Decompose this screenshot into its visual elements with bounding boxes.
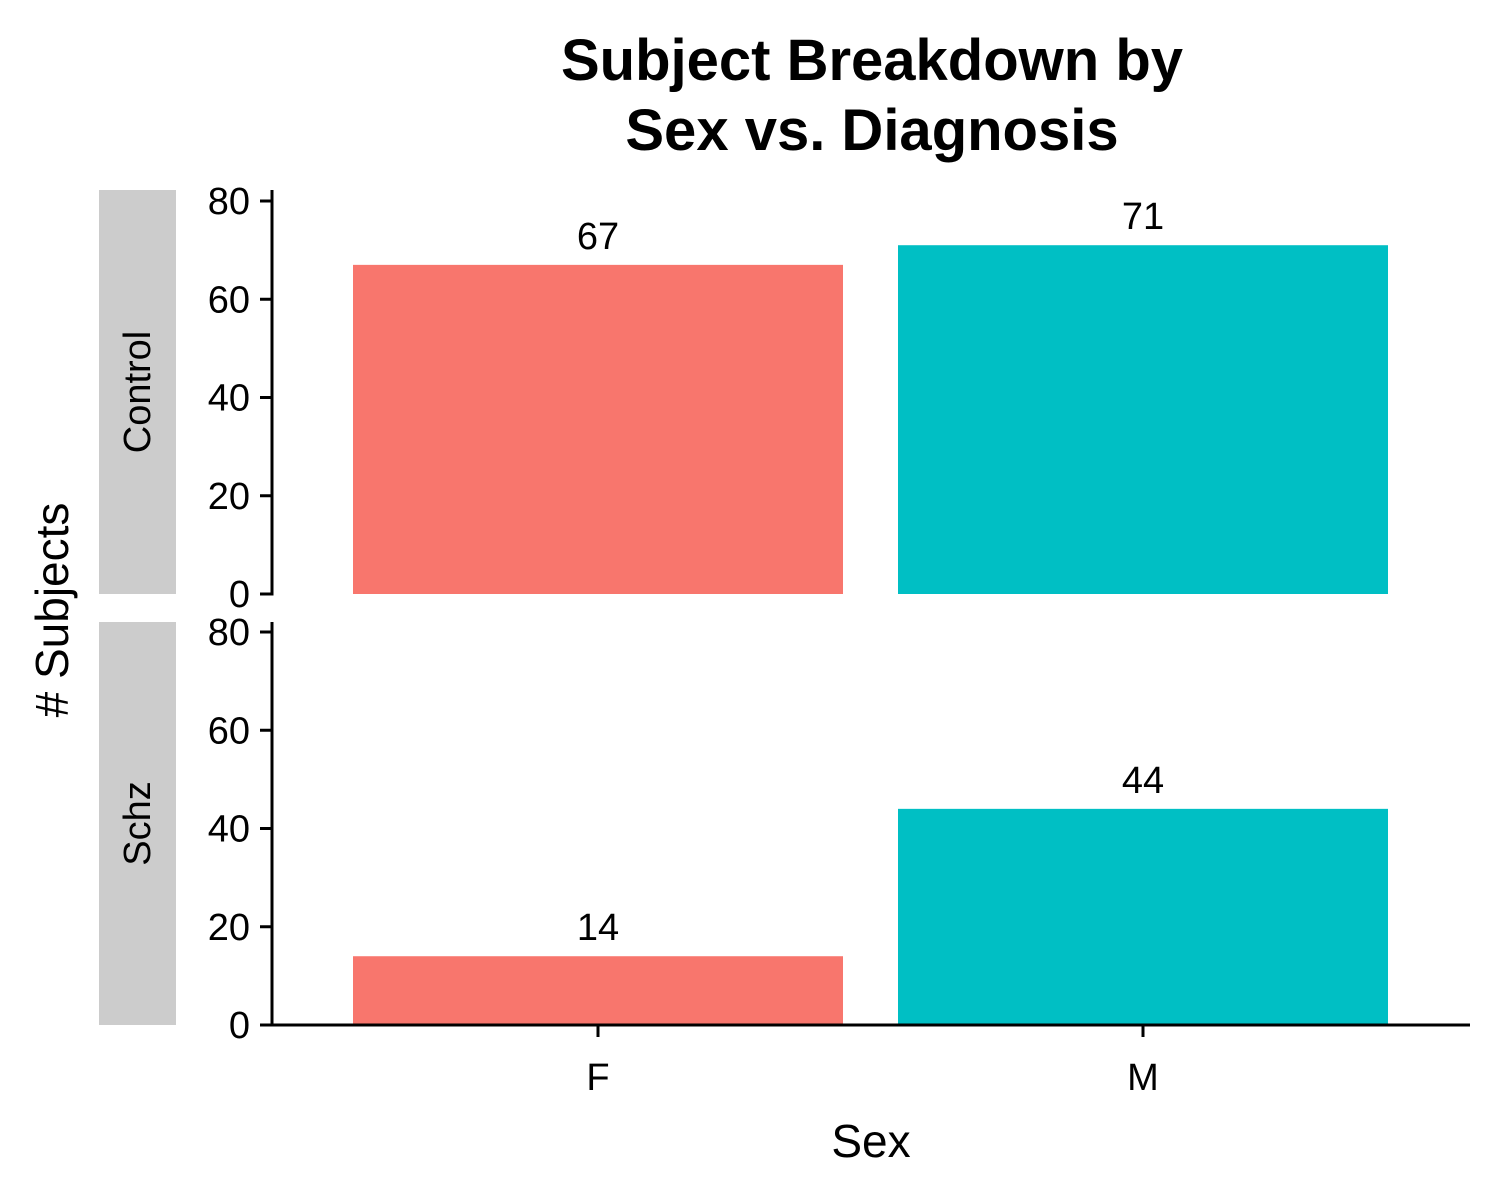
y-tick-label: 20 xyxy=(208,907,250,949)
chart-title: Subject Breakdown by Sex vs. Diagnosis xyxy=(561,28,1183,163)
data-label: 44 xyxy=(1122,760,1164,802)
chart-title-line: Subject Breakdown by xyxy=(561,28,1183,93)
y-tick-label: 20 xyxy=(208,476,250,518)
bar-schz-m xyxy=(898,808,1388,1025)
y-tick-label: 60 xyxy=(208,279,250,321)
facet-panel-control: Control 0 20 40 60 80 67 71 xyxy=(99,181,1388,616)
facet-strip-label: Control xyxy=(117,331,159,454)
y-axis-title: # Subjects xyxy=(26,503,78,718)
y-tick-label: 80 xyxy=(208,181,250,223)
x-tick-label: F xyxy=(586,1057,609,1099)
bar-control-f xyxy=(353,264,843,594)
facet-strip xyxy=(99,622,176,1025)
x-axis-title: Sex xyxy=(831,1115,910,1167)
facet-panels: Control 0 20 40 60 80 67 71 Schz 0 20 40 60 80 14 44 xyxy=(99,181,1388,1047)
y-tick-label: 60 xyxy=(208,710,250,752)
y-tick-label: 0 xyxy=(229,1005,250,1047)
y-tick-label: 40 xyxy=(208,378,250,420)
bar-schz-f xyxy=(353,956,843,1025)
facet-panel-schz: Schz 0 20 40 60 80 14 44 xyxy=(99,612,1388,1047)
bar-control-m xyxy=(898,245,1388,594)
y-tick-label: 40 xyxy=(208,809,250,851)
x-tick-label: M xyxy=(1127,1057,1159,1099)
data-label: 67 xyxy=(577,216,619,258)
data-label: 14 xyxy=(577,907,619,949)
facet-strip xyxy=(99,190,176,594)
chart-title-line: Sex vs. Diagnosis xyxy=(625,98,1118,163)
y-tick-label: 0 xyxy=(229,574,250,616)
facet-strip-label: Schz xyxy=(117,781,159,865)
data-label: 71 xyxy=(1122,196,1164,238)
y-tick-label: 80 xyxy=(208,612,250,654)
